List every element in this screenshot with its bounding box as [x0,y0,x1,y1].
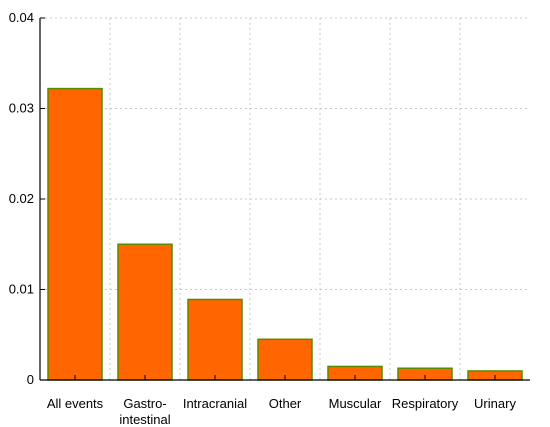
x-category-label: All events [47,396,104,411]
y-tick-label: 0.02 [9,191,34,206]
y-tick-labels: 0 0.01 0.02 0.03 0.04 [9,10,34,387]
y-tick-label: 0.03 [9,101,34,116]
x-category-label: Respiratory [392,396,459,411]
x-category-label: Muscular [329,396,382,411]
y-tick-label: 0.01 [9,282,34,297]
grid-lines [40,17,530,380]
x-category-labels: All events Gastro-intestinal Intracranial O… [47,396,517,427]
bars [47,87,523,381]
bar [117,243,173,381]
bar [257,338,313,381]
y-tick-label: 0.04 [9,10,34,25]
x-category-label: Intracranial [183,396,247,411]
axes [39,17,530,381]
x-category-label: Other [269,396,302,411]
x-category-label: Urinary [474,396,516,411]
bar [187,298,243,381]
y-tick-label: 0 [27,372,34,387]
bar [47,87,103,381]
x-category-label: Gastro-intestinal [119,396,170,427]
